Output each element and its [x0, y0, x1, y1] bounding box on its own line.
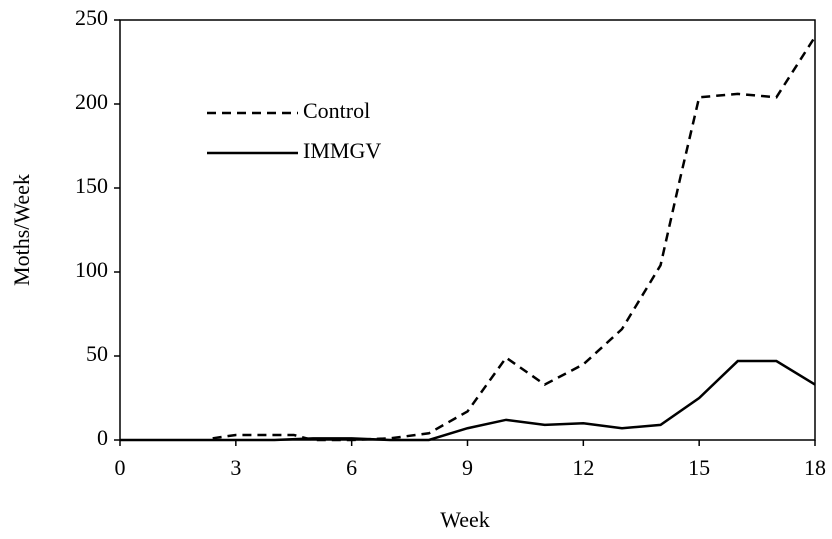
- legend-label: IMMGV: [303, 138, 381, 163]
- y-tick-label: 50: [86, 341, 108, 366]
- legend-label: Control: [303, 98, 370, 123]
- x-tick-label: 18: [804, 455, 826, 480]
- y-axis-label: Moths/Week: [9, 174, 34, 286]
- y-tick-label: 250: [75, 5, 108, 30]
- y-tick-label: 100: [75, 257, 108, 282]
- y-tick-label: 150: [75, 173, 108, 198]
- series-line: [212, 36, 817, 442]
- y-tick-label: 0: [97, 425, 108, 450]
- x-tick-label: 9: [462, 455, 473, 480]
- y-tick-label: 200: [75, 89, 108, 114]
- x-tick-label: 15: [688, 455, 710, 480]
- x-tick-label: 3: [230, 455, 241, 480]
- x-tick-label: 0: [115, 455, 126, 480]
- x-tick-label: 12: [572, 455, 594, 480]
- x-axis-label: Week: [440, 507, 490, 532]
- series-line: [120, 359, 816, 442]
- plot-frame: [119, 19, 816, 441]
- x-tick-label: 6: [346, 455, 357, 480]
